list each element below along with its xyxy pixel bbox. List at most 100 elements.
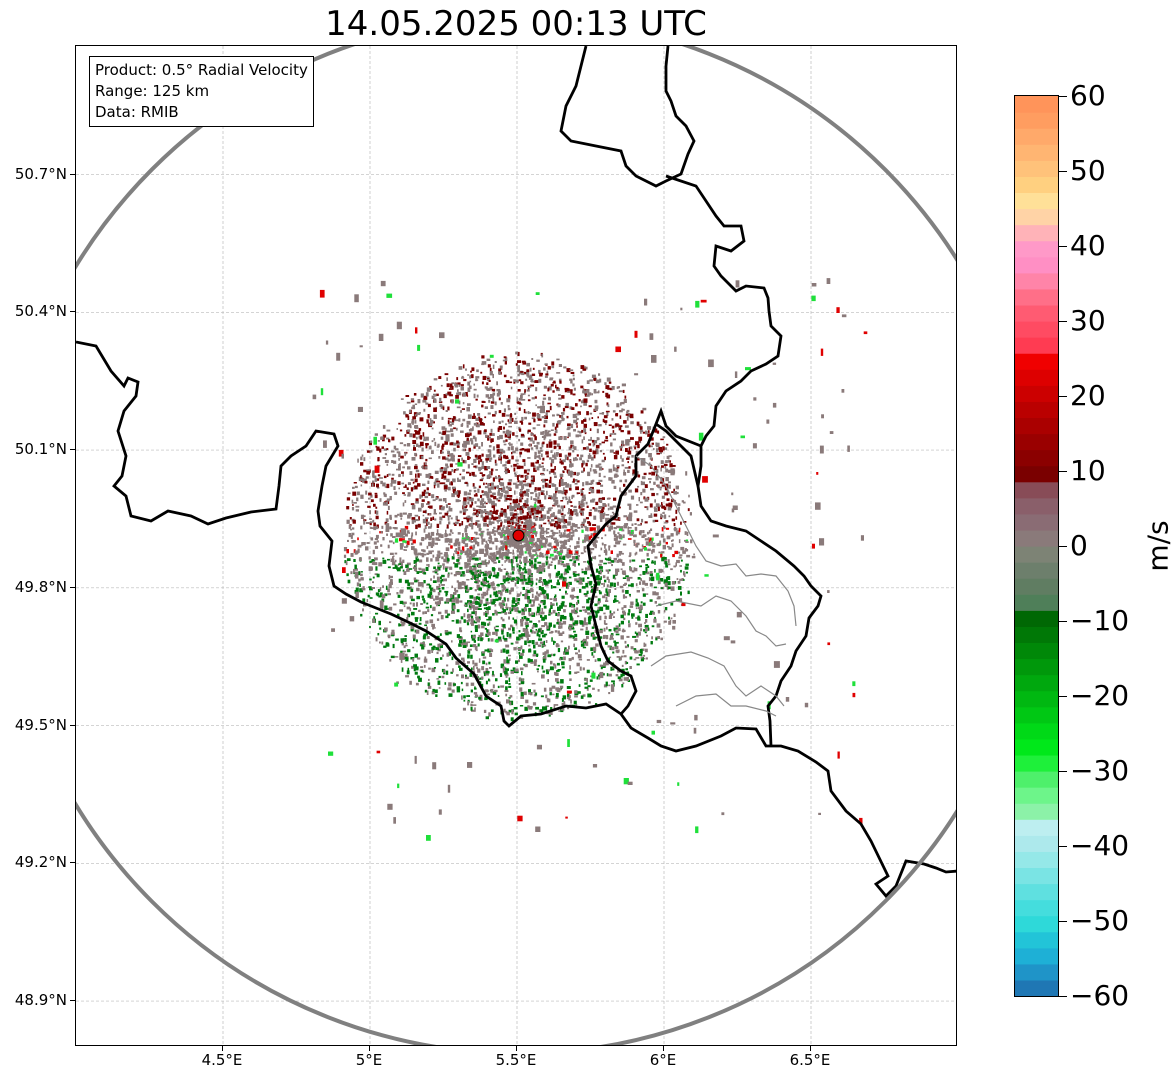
- velocity-echo-pixel: [571, 588, 574, 592]
- velocity-echo-pixel: [469, 566, 473, 570]
- velocity-echo-pixel: [503, 586, 506, 591]
- velocity-echo-pixel: [515, 556, 518, 559]
- velocity-echo-pixel: [418, 622, 422, 625]
- velocity-echo-pixel: [611, 479, 615, 484]
- velocity-echo-pixel: [584, 393, 588, 397]
- velocity-echo-pixel: [499, 527, 501, 531]
- velocity-echo-pixel: [427, 526, 432, 529]
- velocity-echo-pixel: [466, 394, 469, 397]
- velocity-echo-pixel: [673, 565, 676, 568]
- velocity-echo-pixel: [527, 429, 531, 433]
- velocity-echo-pixel: [602, 390, 605, 393]
- velocity-echo-pixel: [621, 629, 626, 632]
- velocity-echo-pixel: [391, 561, 396, 566]
- velocity-echo-pixel: [517, 360, 521, 363]
- velocity-echo-pixel: [619, 479, 623, 483]
- velocity-echo-pixel: [406, 540, 410, 546]
- velocity-echo-pixel: [515, 417, 517, 420]
- velocity-echo-pixel: [369, 560, 374, 563]
- velocity-echo-pixel: [605, 551, 608, 556]
- velocity-echo-pixel: [555, 540, 557, 543]
- velocity-echo-pixel: [615, 630, 619, 634]
- velocity-echo-pixel: [566, 694, 571, 700]
- velocity-echo-pixel: [365, 490, 368, 495]
- velocity-echo-pixel: [467, 501, 470, 505]
- velocity-echo-pixel: [542, 484, 545, 489]
- velocity-echo-pixel: [515, 597, 519, 602]
- velocity-echo-pixel: [493, 420, 495, 423]
- velocity-echo-pixel: [582, 447, 587, 450]
- velocity-echo-pixel: [386, 483, 390, 489]
- velocity-echo-pixel: [665, 576, 669, 580]
- velocity-echo-pixel: [530, 546, 533, 549]
- velocity-echo-pixel: [532, 530, 534, 534]
- velocity-echo-pixel: [428, 473, 432, 477]
- velocity-echo-pixel: [412, 416, 416, 420]
- velocity-echo-pixel: [500, 546, 504, 550]
- velocity-echo-pixel: [481, 540, 484, 545]
- velocity-echo-pixel: [511, 577, 516, 581]
- velocity-echo-pixel: [503, 443, 507, 446]
- velocity-echo-pixel: [547, 516, 551, 520]
- velocity-echo-pixel: [584, 594, 588, 597]
- velocity-echo-pixel: [489, 432, 493, 436]
- velocity-echo-pixel: [457, 532, 461, 535]
- velocity-echo-pixel: [528, 377, 531, 380]
- velocity-echo-pixel: [497, 611, 502, 614]
- velocity-echo-pixel: [597, 674, 601, 677]
- velocity-echo-pixel: [540, 529, 543, 532]
- velocity-echo-pixel: [665, 579, 668, 581]
- velocity-echo-pixel: [443, 478, 446, 481]
- velocity-echo-pixel: [352, 540, 356, 543]
- velocity-echo-pixel: [657, 636, 660, 639]
- velocity-echo-pixel: [567, 586, 569, 590]
- velocity-echo-pixel: [410, 626, 415, 630]
- velocity-echo-pixel: [460, 553, 462, 555]
- velocity-echo-pixel: [591, 374, 596, 378]
- velocity-echo-pixel: [513, 379, 517, 382]
- velocity-echo-pixel: [524, 416, 527, 420]
- velocity-echo-pixel: [514, 474, 517, 477]
- velocity-echo-pixel: [543, 367, 546, 371]
- velocity-echo-pixel: [570, 472, 575, 475]
- velocity-echo-pixel: [553, 624, 556, 628]
- velocity-echo-pixel: [572, 413, 576, 419]
- velocity-echo-pixel: [521, 373, 525, 376]
- velocity-echo-pixel: [535, 455, 539, 458]
- velocity-echo-pixel: [463, 699, 466, 702]
- velocity-echo-pixel: [513, 509, 517, 512]
- velocity-echo-pixel: [611, 665, 614, 669]
- velocity-echo-pixel: [676, 530, 680, 535]
- velocity-echo-pixel: [418, 609, 421, 612]
- velocity-echo-pixel: [377, 440, 380, 442]
- velocity-echo-pixel: [634, 631, 637, 634]
- velocity-echo-pixel: [452, 522, 455, 525]
- velocity-echo-pixel: [413, 560, 417, 564]
- velocity-echo-pixel: [515, 622, 518, 626]
- velocity-echo-pixel: [517, 351, 520, 357]
- velocity-echo-pixel: [473, 537, 477, 542]
- velocity-echo-pixel: [573, 643, 575, 647]
- velocity-echo-pixel: [415, 558, 419, 562]
- velocity-echo-pixel: [595, 568, 599, 573]
- radar-map[interactable]: [75, 45, 957, 1046]
- velocity-echo-pixel: [591, 652, 594, 656]
- velocity-echo-pixel: [524, 571, 528, 574]
- velocity-echo-pixel: [556, 386, 559, 390]
- velocity-echo-pixel: [420, 494, 423, 498]
- velocity-echo-pixel: [619, 415, 622, 419]
- velocity-echo-pixel: [430, 544, 433, 548]
- velocity-echo-pixel: [444, 538, 449, 543]
- velocity-echo-pixel: [537, 487, 542, 491]
- velocity-echo-pixel: [419, 542, 423, 546]
- velocity-echo-pixel: [412, 539, 416, 544]
- velocity-echo-pixel: [456, 492, 461, 497]
- velocity-echo-pixel: [492, 691, 497, 694]
- velocity-echo-pixel: [411, 611, 415, 616]
- velocity-echo-pixel: [592, 507, 595, 510]
- velocity-echo-pixel: [556, 602, 558, 606]
- velocity-echo-pixel: [403, 601, 407, 604]
- velocity-echo-pixel: [573, 596, 578, 598]
- velocity-echo-pixel: [583, 428, 587, 433]
- velocity-echo-pixel: [564, 466, 567, 471]
